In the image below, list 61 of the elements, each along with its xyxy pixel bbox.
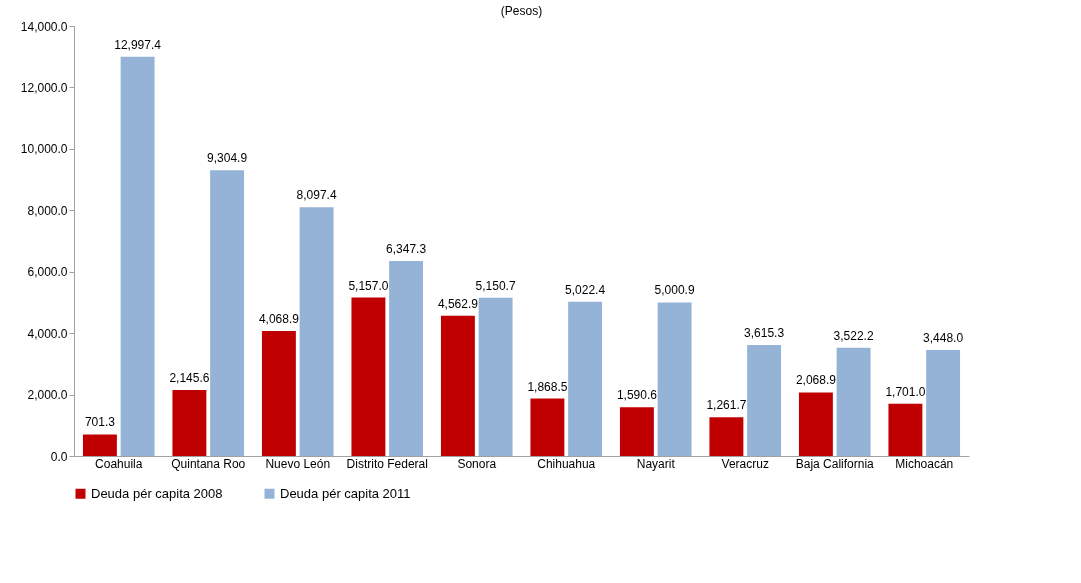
data-label: 4,562.9 [437,296,479,311]
bar [440,315,475,456]
x-tick-label: Sonora [457,456,497,471]
x-tick-label: Quintana Roo [171,456,246,471]
bar [619,407,654,456]
bar [657,302,692,456]
bar [210,170,245,456]
data-label: 5,022.4 [565,282,606,297]
x-tick-label: Veracruz [721,456,769,471]
y-tick-label: 12,000.0 [20,80,68,95]
data-label: 6,347.3 [386,242,427,257]
data-label: 3,448.0 [923,331,964,346]
bar [709,417,744,456]
bar [261,331,296,456]
bar [747,344,782,456]
bar [120,56,155,456]
x-tick-label: Baja California [795,456,875,471]
x-tick-label: Nayarit [636,456,676,471]
data-label: 5,150.7 [475,278,516,293]
bar [172,390,207,456]
bar [478,297,513,456]
bar [836,347,871,456]
data-label: 9,304.9 [207,151,248,166]
data-label: 2,068.9 [795,373,837,388]
data-label: 12,997.4 [114,37,162,52]
y-tick-label: 10,000.0 [20,142,68,157]
data-label: 3,615.3 [744,325,785,340]
bar [568,301,603,456]
data-label: 1,868.5 [527,379,568,394]
legend-label: Deuda pér capita 2008 [91,485,223,501]
y-tick-label: 4,000.0 [27,326,68,341]
data-label: 1,590.6 [616,388,658,403]
data-label: 2,145.6 [169,371,210,386]
legend-label: Deuda pér capita 2011 [280,485,411,501]
y-tick-label: 8,000.0 [27,203,68,218]
x-tick-label: Distrito Federal [346,456,428,471]
bar [299,207,334,456]
x-tick-label: Coahuila [95,456,143,471]
bar [351,297,386,456]
bar [888,403,923,456]
data-label: 1,701.0 [885,384,926,399]
bar [926,350,961,456]
y-tick-label: 2,000.0 [27,388,68,403]
y-tick-label: 14,000.0 [20,19,68,34]
x-tick-label: Nuevo León [265,456,331,471]
data-label: 5,000.9 [654,283,695,298]
data-label: 701.3 [84,415,116,430]
y-tick-label: 6,000.0 [27,265,68,280]
y-tick-label: 0.0 [50,449,68,464]
x-tick-label: Michoacán [895,456,954,471]
bar [389,261,424,456]
data-label: 3,522.2 [833,328,874,343]
data-label: 5,157.0 [348,278,389,293]
bar [530,398,565,456]
bar [798,392,833,456]
chart-title: (Pesos) [500,4,543,18]
data-label: 4,068.9 [258,312,300,327]
data-label: 8,097.4 [296,188,337,203]
x-tick-label: Chihuahua [537,456,596,471]
data-label: 1,261.7 [706,398,747,413]
bar [82,434,117,456]
